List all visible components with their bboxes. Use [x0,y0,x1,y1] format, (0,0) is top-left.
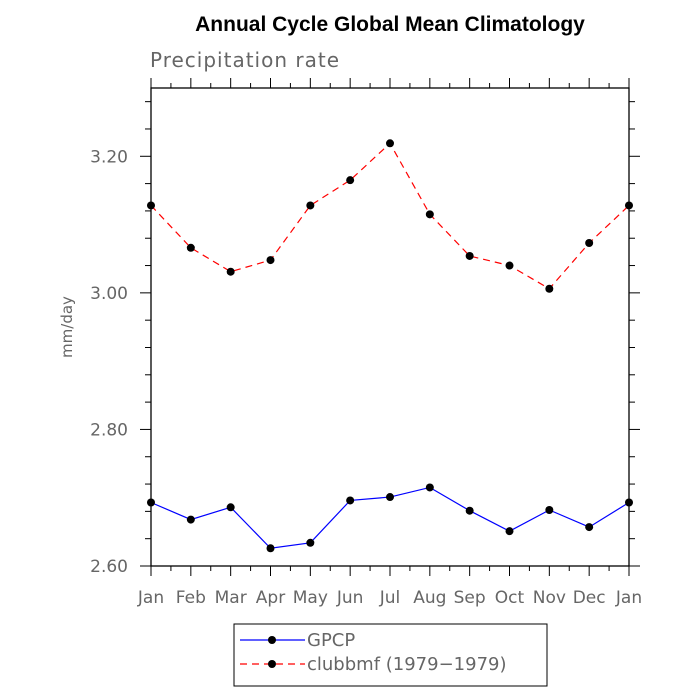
data-point [505,261,514,270]
data-point [425,210,434,219]
data-point [346,496,355,505]
data-point [386,139,394,148]
legend-marker [268,636,276,644]
x-tick-label: Sep [454,588,486,608]
data-point [386,493,394,502]
series-1 [147,139,633,293]
x-tick-label: Jan [137,588,164,608]
data-point [505,527,514,536]
series-layer [147,139,633,553]
data-point [545,284,554,293]
data-point [545,506,554,515]
data-point [306,201,315,210]
y-tick-label: 2.80 [90,420,128,440]
x-tick-label: Nov [533,588,566,608]
data-point [425,483,434,492]
data-point [226,267,235,276]
legend-label: clubbmf (1979−1979) [307,654,507,675]
y-axis-label: mm/day [58,296,76,358]
data-point [266,544,275,553]
legend: GPCP clubbmf (1979−1979) [233,623,548,687]
x-tick-label: May [293,588,328,608]
x-tick-label: Feb [176,588,206,608]
y-tick-label: 3.00 [90,284,128,304]
y-tick-label: 3.20 [90,147,128,167]
legend-box [233,623,548,687]
chart-subtitle: Precipitation rate [150,48,340,72]
data-point [186,515,195,524]
series-0 [147,483,633,553]
data-point [186,243,195,252]
data-point [147,201,155,210]
legend-marker [268,660,276,668]
data-point [585,239,594,248]
data-point [306,538,315,547]
data-point [585,523,594,532]
data-point [226,503,235,512]
series-line [150,142,630,290]
x-tick-label: Dec [573,588,606,608]
data-point [465,506,474,515]
data-point [625,201,633,210]
x-tick-label: Jul [379,588,401,608]
y-tick-label: 2.60 [90,557,128,577]
data-point [465,251,474,260]
axes: Jan Feb Mar Apr May Jun Jul Aug Sep Oct Nov Dec Jan 2… [90,78,642,608]
chart-title: Annual Cycle Global Mean Climatology [195,13,585,36]
data-point [625,498,633,507]
data-point [346,176,355,185]
x-tick-label: Oct [495,588,525,608]
x-tick-label: Jan [615,588,642,608]
data-point [266,256,275,265]
x-tick-label: Aug [413,588,446,608]
x-tick-label: Apr [256,588,285,608]
x-tick-label: Mar [215,588,247,608]
legend-label: GPCP [307,630,355,651]
x-tick-label: Jun [336,588,364,608]
data-point [147,498,155,507]
